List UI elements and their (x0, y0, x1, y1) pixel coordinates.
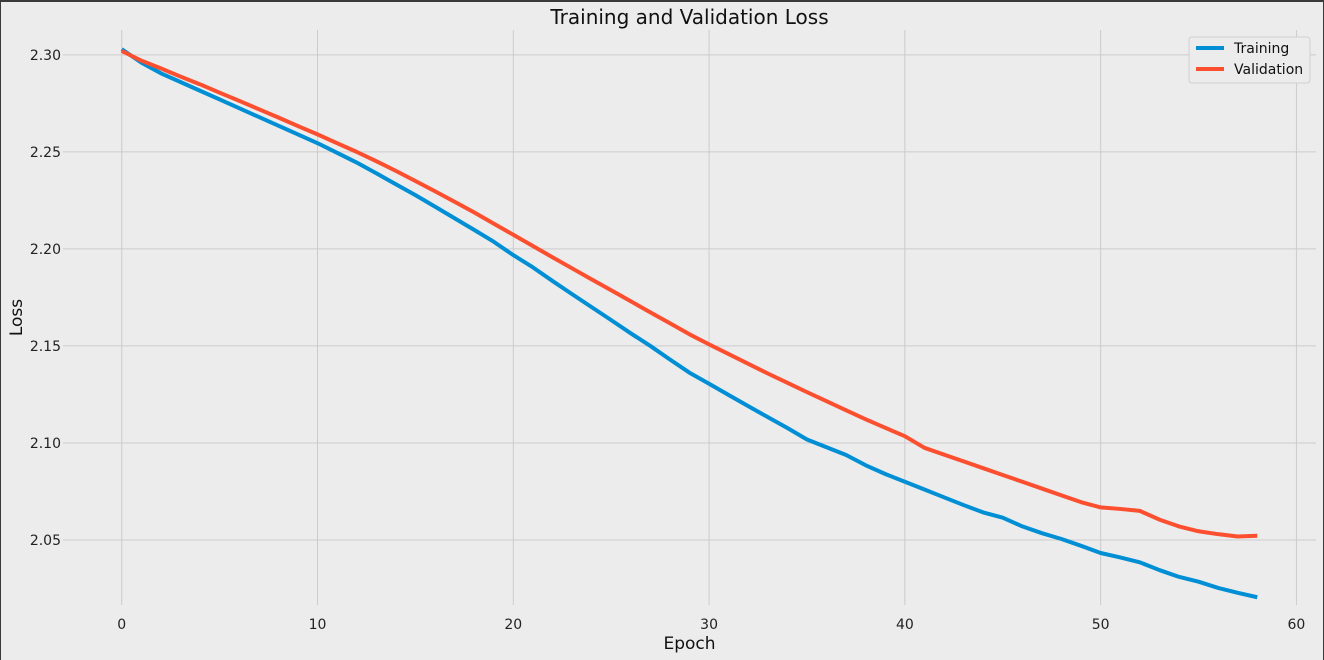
y-tick-label: 2.30 (30, 48, 61, 64)
series-lines (120, 47, 1258, 600)
x-tick-label: 10 (309, 617, 327, 633)
series-line-validation (120, 49, 1258, 539)
y-tick-label: 2.05 (30, 533, 61, 549)
tick-labels: 0 10 20 30 40 50 60 2.05 2.10 2.15 2.20 2.25 2.30 (30, 48, 1306, 633)
y-tick-label: 2.25 (30, 145, 61, 161)
y-axis-label: Loss (7, 299, 27, 336)
x-axis-label: Epoch (663, 634, 715, 654)
plot-area (63, 30, 1316, 605)
chart-title: Training and Validation Loss (549, 5, 828, 29)
y-tick-label: 2.15 (30, 339, 61, 355)
x-tick-label: 30 (700, 617, 718, 633)
x-tick-label: 50 (1092, 617, 1110, 633)
legend: Training Validation (1188, 36, 1311, 84)
y-tick-label: 2.10 (30, 436, 61, 452)
y-tick-label: 2.20 (30, 242, 61, 258)
grid (63, 30, 1316, 605)
series-line-training (120, 47, 1258, 600)
x-tick-label: 40 (896, 617, 914, 633)
x-tick-label: 20 (504, 617, 522, 633)
legend-label-validation: Validation (1234, 62, 1303, 78)
x-tick-label: 0 (117, 617, 126, 633)
legend-label-training: Training (1233, 41, 1289, 57)
x-tick-label: 60 (1288, 617, 1306, 633)
